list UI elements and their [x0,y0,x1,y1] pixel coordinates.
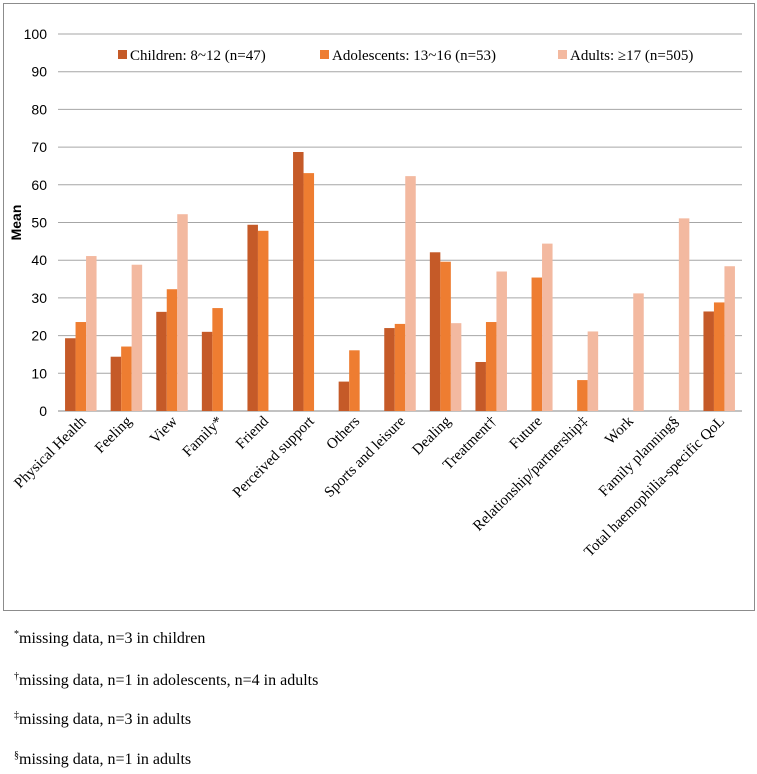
footnote-2-mark: † [14,671,19,682]
bar [338,381,350,411]
bar [394,323,406,411]
footnote-4-mark: § [14,750,19,761]
bar [577,380,588,411]
bar [75,322,87,411]
bar [65,338,76,411]
bar [429,252,441,411]
bar [156,311,167,411]
bar [531,277,543,411]
footnote-3-text: missing data, n=3 in adults [19,711,192,728]
bar-chart: 0 10 20 30 40 50 60 70 80 90 100 Mean Physical Healt… [8,26,742,560]
y-tick-label: 0 [39,403,47,419]
x-tick-label: Family* [180,414,227,461]
footnote-1: *missing data, n=3 in children [14,630,205,648]
bar [177,214,188,411]
y-tick-label: 70 [31,139,47,155]
bar [440,261,451,411]
y-tick-label: 50 [31,215,47,231]
x-tick-label: Perceived support [230,413,318,501]
y-tick-label: 80 [31,101,47,117]
legend-label: Adolescents: 13~16 (n=53) [332,48,496,64]
y-tick-label: 90 [31,64,47,80]
bar [303,173,315,411]
bar [166,289,178,411]
bar [485,322,497,411]
bar [724,266,735,411]
x-tick-label: Friend [233,413,272,452]
footnote-4-text: missing data, n=1 in adults [19,751,192,768]
y-tick-label: 40 [31,252,47,268]
y-tick-label: 10 [31,365,47,381]
x-tick-label: Dealing [410,413,455,458]
footnote-2: †missing data, n=1 in adolescents, n=4 i… [14,672,318,690]
bar [587,331,599,411]
bar [496,271,507,411]
x-tick-label: Others [324,413,364,453]
footnote-1-mark: * [14,629,19,640]
bar [349,350,360,411]
bar [633,293,644,411]
x-tick-label: View [147,413,181,447]
bar [384,328,395,411]
bar [201,331,213,411]
chart-frame [3,3,755,611]
footnote-3: ‡missing data, n=3 in adults [14,711,191,729]
legend-swatch [558,50,567,59]
bar [475,361,486,411]
x-tick-label: Future [507,413,546,452]
x-tick-label: Sports and leisure [322,413,410,501]
legend-label: Children: 8~12 (n=47) [130,48,266,64]
bar [713,302,725,411]
x-tick-label: Physical Health [11,413,90,492]
bar [257,230,269,411]
y-tick-label: 30 [31,290,47,306]
bar [110,356,122,411]
x-tick-label: Work [602,413,637,448]
bar [212,308,223,411]
legend-swatch [118,50,127,59]
footnote-1-text: missing data, n=3 in children [19,630,206,647]
bar [703,311,714,411]
bar [450,323,462,411]
x-tick-label: Feeling [92,413,135,456]
bar [405,176,416,411]
bar [293,152,304,411]
footnote-3-mark: ‡ [14,710,19,721]
legend-label: Adults: ≥17 (n=505) [570,48,693,64]
footnote-4: §missing data, n=1 in adults [14,751,191,769]
footnote-2-text: missing data, n=1 in adolescents, n=4 in… [19,672,319,689]
bar [121,346,132,411]
legend-swatch [320,50,329,59]
y-axis-title: Mean [8,205,24,241]
bar [542,243,553,411]
bar [678,218,690,411]
bar [131,264,143,411]
y-tick-label: 60 [31,177,47,193]
y-tick-label: 20 [31,328,47,344]
bar [86,256,97,411]
bar [247,224,258,411]
y-tick-label: 100 [24,26,48,42]
x-tick-label: Family planning§ [596,414,682,500]
